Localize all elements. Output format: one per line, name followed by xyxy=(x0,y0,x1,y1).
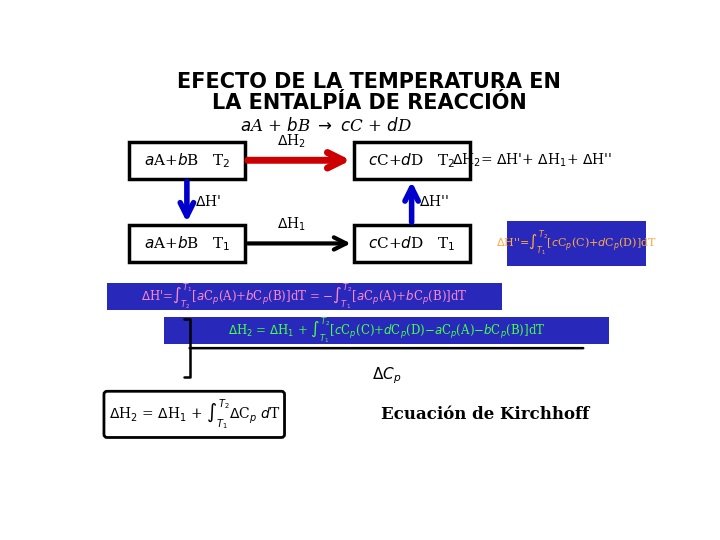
Text: $\Delta$H''=$\int_{T_1}^{T_2}$[$c$C$_p$(C)+$d$C$_p$(D)]dT: $\Delta$H''=$\int_{T_1}^{T_2}$[$c$C$_p$(… xyxy=(496,228,657,258)
Bar xyxy=(163,316,609,345)
Bar xyxy=(129,142,245,179)
Text: $a$A+$b$B   T$_1$: $a$A+$b$B T$_1$ xyxy=(143,234,230,253)
Text: $c$C+$d$D   T$_2$: $c$C+$d$D T$_2$ xyxy=(368,151,455,170)
Text: $\Delta$H'': $\Delta$H'' xyxy=(419,194,449,210)
Text: $a$A + $b$B $\rightarrow$ $c$C + $d$D: $a$A + $b$B $\rightarrow$ $c$C + $d$D xyxy=(240,117,413,135)
Text: $\Delta$H$_2$ = $\Delta$H$_1$ + $\int_{T_1}^{T_2}$[$c$C$_p$(C)+$d$C$_p$(D)$-$$a$: $\Delta$H$_2$ = $\Delta$H$_1$ + $\int_{T… xyxy=(228,315,545,346)
Bar xyxy=(354,225,469,262)
Text: EFECTO DE LA TEMPERATURA EN: EFECTO DE LA TEMPERATURA EN xyxy=(177,72,561,92)
FancyBboxPatch shape xyxy=(104,392,284,437)
Text: $\Delta$H$_2$: $\Delta$H$_2$ xyxy=(277,132,306,150)
Text: $\Delta$H'=$\int_{T_2}^{T_1}$[$a$C$_p$(A)+$b$C$_p$(B)]dT = $-\int_{T_1}^{T_2}$[$: $\Delta$H'=$\int_{T_2}^{T_1}$[$a$C$_p$(A… xyxy=(141,281,468,312)
Text: $c$C+$d$D   T$_1$: $c$C+$d$D T$_1$ xyxy=(368,234,455,253)
Bar xyxy=(354,142,469,179)
Bar xyxy=(507,221,647,266)
Text: Ecuación de Kirchhoff: Ecuación de Kirchhoff xyxy=(381,406,590,423)
Text: $a$A+$b$B   T$_2$: $a$A+$b$B T$_2$ xyxy=(143,151,230,170)
Text: $\Delta$H$_1$: $\Delta$H$_1$ xyxy=(277,215,306,233)
Bar xyxy=(107,283,503,310)
Text: $\Delta$H$_2$= $\Delta$H'+ $\Delta$H$_1$+ $\Delta$H'': $\Delta$H$_2$= $\Delta$H'+ $\Delta$H$_1$… xyxy=(451,152,612,169)
Text: $\Delta$H': $\Delta$H' xyxy=(194,194,221,210)
Text: $\Delta$H$_2$ = $\Delta$H$_1$ + $\int_{T_1}^{T_2}\Delta$C$_p$ $d$T: $\Delta$H$_2$ = $\Delta$H$_1$ + $\int_{T… xyxy=(109,397,280,431)
Bar xyxy=(129,225,245,262)
Text: $\Delta C_p$: $\Delta C_p$ xyxy=(372,366,401,386)
Text: LA ENTALPÍA DE REACCIÓN: LA ENTALPÍA DE REACCIÓN xyxy=(212,92,526,112)
